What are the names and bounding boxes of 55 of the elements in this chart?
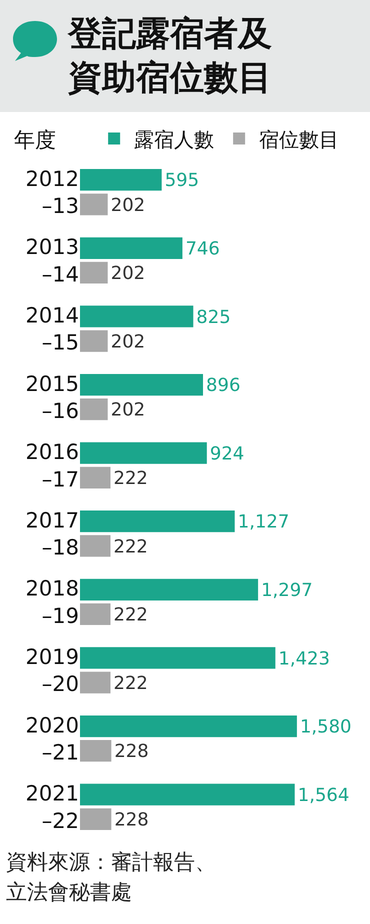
y-tick-label: 2015 –16 (26, 372, 79, 424)
bar (80, 784, 295, 806)
data-label: 202 (110, 263, 146, 284)
bar (80, 237, 182, 259)
data-label: 1,423 (278, 648, 330, 670)
data-label: 202 (110, 400, 146, 421)
data-label: 222 (113, 468, 148, 489)
data-label: 222 (113, 536, 148, 558)
y-tick-label: 2020 –21 (26, 713, 79, 765)
bar (80, 398, 108, 420)
data-label: 228 (114, 741, 149, 762)
data-label: 222 (113, 672, 148, 694)
data-label: 1,580 (300, 716, 352, 738)
data-label: 202 (110, 331, 146, 352)
legend-label: 宿位數目 (259, 127, 340, 152)
legend-label: 露宿人數 (134, 127, 214, 152)
bar (80, 330, 108, 352)
data-label: 595 (164, 170, 200, 192)
bar (80, 442, 207, 464)
y-tick-label: 2013 –14 (26, 235, 79, 286)
data-label: 924 (210, 443, 244, 464)
data-label: 1,297 (261, 580, 313, 601)
data-label: 825 (196, 306, 231, 328)
bar (80, 374, 204, 396)
chart-title: 登記露宿者及資助宿位數目 (68, 13, 273, 100)
bar (80, 603, 110, 626)
y-tick-label: 2021 –22 (26, 782, 79, 833)
y-axis-title: 年度 (14, 128, 56, 152)
y-tick-label: 2017 –18 (26, 508, 79, 560)
bar (80, 262, 108, 284)
bar (80, 578, 258, 600)
data-label: 746 (185, 238, 220, 260)
data-label: 202 (110, 194, 146, 216)
data-label: 222 (113, 604, 148, 626)
data-label: 1,564 (298, 784, 350, 806)
bar (80, 715, 297, 738)
y-tick-label: 2019 –20 (26, 644, 79, 696)
bar (80, 306, 194, 328)
data-label: 1,127 (238, 512, 290, 533)
bar (80, 808, 112, 830)
bar (80, 510, 235, 532)
y-tick-label: 2018 –19 (26, 576, 79, 628)
bar (80, 535, 110, 557)
bar (80, 647, 276, 669)
bar (80, 672, 110, 694)
y-tick-label: 2014 –15 (26, 303, 79, 355)
data-label: 896 (206, 375, 240, 396)
bar (80, 194, 108, 216)
bar (80, 740, 112, 762)
data-label: 228 (114, 809, 149, 830)
bar (80, 169, 162, 191)
y-tick-label: 2016 –17 (26, 440, 79, 492)
y-tick-label: 2012 –13 (26, 166, 79, 218)
source-note: 資料來源：審計報告、立法會秘書處 (6, 849, 217, 906)
bar (80, 466, 110, 488)
